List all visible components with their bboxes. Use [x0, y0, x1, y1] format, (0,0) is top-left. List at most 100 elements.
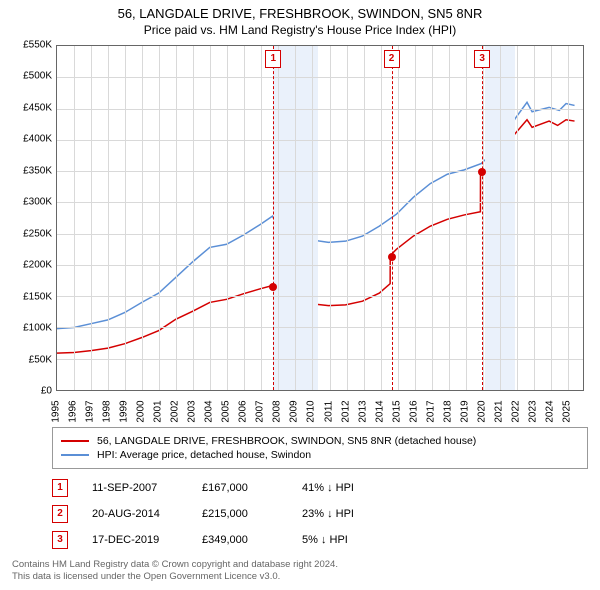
- x-tick-label: 2002: [170, 400, 181, 422]
- event-diff: 41% ↓ HPI: [302, 482, 402, 494]
- legend-label: 56, LANGDALE DRIVE, FRESHBROOK, SWINDON,…: [97, 435, 476, 447]
- event-price: £167,000: [202, 482, 302, 494]
- x-tick-label: 2003: [187, 400, 198, 422]
- gridline-v: [261, 46, 262, 390]
- gridline-v: [466, 46, 467, 390]
- gridline-v: [193, 46, 194, 390]
- footer-line-1: Contains HM Land Registry data © Crown c…: [12, 559, 588, 571]
- sale-point: [478, 168, 486, 176]
- event-date: 20-AUG-2014: [92, 508, 202, 520]
- x-tick-label: 2013: [357, 400, 368, 422]
- x-tick-label: 2023: [527, 400, 538, 422]
- event-id-box: 1: [52, 479, 68, 497]
- x-tick-label: 2024: [544, 400, 555, 422]
- event-row: 1 11-SEP-2007£167,00041% ↓ HPI: [52, 475, 588, 501]
- y-tick-label: £0: [12, 386, 52, 397]
- event-price: £349,000: [202, 534, 302, 546]
- x-tick-label: 2025: [561, 400, 572, 422]
- gridline-v: [381, 46, 382, 390]
- marker-line: [392, 46, 393, 390]
- gridline-v: [312, 46, 313, 390]
- x-tick-label: 2006: [238, 400, 249, 422]
- event-price: £215,000: [202, 508, 302, 520]
- gridline-v: [176, 46, 177, 390]
- x-tick-label: 1996: [68, 400, 79, 422]
- gridline-v: [278, 46, 279, 390]
- event-row: 220-AUG-2014£215,00023% ↓ HPI: [52, 501, 588, 527]
- sale-point: [269, 283, 277, 291]
- gridline-v: [227, 46, 228, 390]
- y-tick-label: £450K: [12, 102, 52, 113]
- legend: 56, LANGDALE DRIVE, FRESHBROOK, SWINDON,…: [52, 427, 588, 469]
- gridline-v: [108, 46, 109, 390]
- gridline-h: [57, 359, 583, 360]
- gridline-h: [57, 171, 583, 172]
- gridline-v: [210, 46, 211, 390]
- chart-title: 56, LANGDALE DRIVE, FRESHBROOK, SWINDON,…: [8, 6, 592, 21]
- x-tick-label: 2011: [323, 401, 334, 423]
- x-tick-label: 2001: [153, 400, 164, 422]
- gridline-h: [57, 202, 583, 203]
- plot-area: 123: [56, 45, 584, 391]
- gridline-v: [295, 46, 296, 390]
- y-tick-label: £550K: [12, 40, 52, 51]
- page: { "title": "56, LANGDALE DRIVE, FRESHBRO…: [0, 0, 600, 590]
- marker-line: [482, 46, 483, 390]
- x-tick-label: 2009: [289, 400, 300, 422]
- marker-box: 1: [265, 50, 281, 68]
- events-table: 1 11-SEP-2007£167,00041% ↓ HPI 220-AUG-201…: [52, 475, 588, 553]
- gridline-h: [57, 140, 583, 141]
- x-tick-label: 2022: [510, 400, 521, 422]
- gridline-h: [57, 77, 583, 78]
- gridline-v: [74, 46, 75, 390]
- legend-swatch: [61, 440, 89, 442]
- gridline-v: [398, 46, 399, 390]
- gridline-v: [534, 46, 535, 390]
- x-tick-label: 2007: [255, 400, 266, 422]
- x-tick-label: 1999: [119, 400, 130, 422]
- gridline-v: [91, 46, 92, 390]
- x-tick-label: 1997: [85, 400, 96, 422]
- x-tick-label: 2016: [408, 400, 419, 422]
- x-tick-label: 2021: [493, 400, 504, 422]
- x-tick-label: 2005: [221, 400, 232, 422]
- legend-item: 56, LANGDALE DRIVE, FRESHBROOK, SWINDON,…: [61, 434, 579, 448]
- x-tick-label: 2019: [459, 400, 470, 422]
- gridline-v: [142, 46, 143, 390]
- y-tick-label: £350K: [12, 165, 52, 176]
- marker-box: 3: [474, 50, 490, 68]
- legend-swatch: [61, 454, 89, 456]
- gridline-v: [347, 46, 348, 390]
- gridline-v: [449, 46, 450, 390]
- event-date: 11-SEP-2007: [92, 482, 202, 494]
- y-tick-label: £200K: [12, 260, 52, 271]
- gridline-v: [568, 46, 569, 390]
- gridline-v: [364, 46, 365, 390]
- gridline-v: [500, 46, 501, 390]
- event-diff: 23% ↓ HPI: [302, 508, 402, 520]
- gridline-v: [330, 46, 331, 390]
- event-id-box: 3: [52, 531, 68, 549]
- gridline-h: [57, 234, 583, 235]
- y-tick-label: £150K: [12, 291, 52, 302]
- y-tick-label: £100K: [12, 323, 52, 334]
- x-tick-label: 2015: [391, 400, 402, 422]
- footer: Contains HM Land Registry data © Crown c…: [12, 559, 588, 584]
- x-tick-label: 2017: [425, 400, 436, 422]
- y-tick-label: £250K: [12, 228, 52, 239]
- y-tick-label: £50K: [12, 354, 52, 365]
- x-tick-label: 1995: [51, 400, 62, 422]
- x-tick-label: 2012: [340, 400, 351, 422]
- x-tick-label: 2004: [204, 400, 215, 422]
- y-tick-label: £500K: [12, 71, 52, 82]
- x-tick-label: 2014: [374, 400, 385, 422]
- x-tick-label: 2008: [272, 400, 283, 422]
- x-tick-label: 2020: [476, 400, 487, 422]
- x-tick-label: 2018: [442, 400, 453, 422]
- y-tick-label: £300K: [12, 197, 52, 208]
- footer-line-2: This data is licensed under the Open Gov…: [12, 571, 588, 583]
- gridline-v: [415, 46, 416, 390]
- x-tick-label: 2000: [136, 400, 147, 422]
- gridline-h: [57, 265, 583, 266]
- y-tick-label: £400K: [12, 134, 52, 145]
